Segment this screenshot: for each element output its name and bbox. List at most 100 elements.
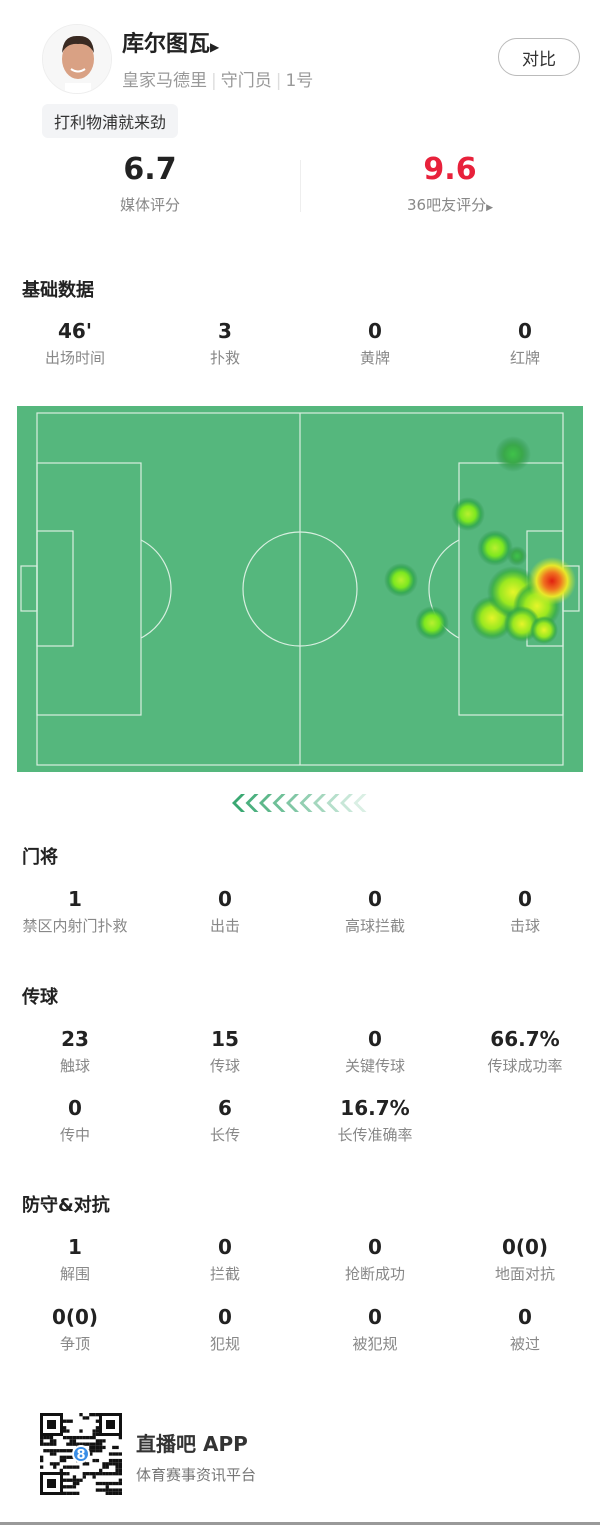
player-info: 皇家马德里 | 守门员 | 1号	[122, 71, 314, 91]
compare-button[interactable]: 对比	[498, 38, 580, 76]
scroll-hint-arrows-icon	[232, 794, 367, 812]
stat-label: 长传准确率	[337, 1126, 413, 1144]
app-tagline: 体育赛事资讯平台	[136, 1466, 257, 1484]
stat-label: 扑救	[209, 349, 240, 367]
stat-label: 红牌	[509, 349, 540, 367]
qr-code: 8	[40, 1413, 123, 1496]
media-rating-label: 媒体评分	[119, 196, 180, 214]
stat-label: 解围	[59, 1265, 90, 1283]
stat-item: 0 红牌	[450, 319, 600, 368]
stat-item: 46' 出场时间	[0, 319, 150, 368]
fan-rating[interactable]: 9.6 36吧友评分▶	[300, 152, 600, 215]
stat-item: 0 拦截	[150, 1235, 300, 1284]
stat-item: 0 高球拦截	[300, 887, 450, 936]
stat-label: 传中	[59, 1126, 90, 1144]
rating-divider	[300, 160, 301, 212]
stat-item: 16.7% 长传准确率	[300, 1096, 450, 1145]
position: 守门员	[220, 71, 272, 91]
stat-item: 0(0) 争顶	[0, 1305, 150, 1354]
stat-label: 传球	[209, 1057, 240, 1075]
stat-label: 高球拦截	[344, 917, 405, 935]
stat-value: 16.7%	[340, 1096, 410, 1120]
stat-label: 地面对抗	[494, 1265, 555, 1283]
fan-rating-label: 36吧友评分	[406, 196, 487, 214]
qr-badge: 8	[72, 1445, 90, 1463]
chevron-left-icon	[245, 794, 259, 812]
triangle-right-icon: ▶	[210, 40, 220, 54]
stat-label: 黄牌	[359, 349, 390, 367]
heat-blob	[384, 563, 418, 597]
stat-value: 66.7%	[490, 1027, 560, 1051]
stat-value: 0	[368, 1027, 382, 1051]
section-title: 门将	[22, 847, 58, 868]
stat-value: 0	[68, 1096, 82, 1120]
heat-blob	[530, 616, 558, 644]
stat-item: 0(0) 地面对抗	[450, 1235, 600, 1284]
player-name-link[interactable]: 库尔图瓦▶	[122, 26, 219, 58]
stat-item: 0 击球	[450, 887, 600, 936]
heat-blob	[477, 530, 513, 566]
heatmap-blobs	[384, 436, 576, 644]
stat-label: 关键传球	[344, 1057, 405, 1075]
section-title: 基础数据	[22, 280, 94, 301]
shirt-number: 1号	[285, 71, 314, 91]
stat-label: 被犯规	[352, 1335, 398, 1353]
fan-rating-label-wrap: 36吧友评分▶	[300, 194, 600, 215]
stat-item: 23 触球	[0, 1027, 150, 1076]
app-name: 直播吧 APP	[136, 1432, 248, 1456]
media-rating-value: 6.7	[123, 152, 177, 187]
chevron-left-icon	[272, 794, 286, 812]
stat-value: 0	[518, 887, 532, 911]
stat-item: 0 传中	[0, 1096, 150, 1145]
chevron-left-icon	[259, 794, 272, 812]
stat-label: 禁区内射门扑救	[22, 917, 128, 935]
chevron-left-icon	[299, 794, 313, 812]
stat-item: 3 扑救	[150, 319, 300, 368]
chevron-left-icon	[340, 794, 353, 812]
stat-value: 0	[368, 319, 382, 343]
stat-item: 66.7% 传球成功率	[450, 1027, 600, 1076]
stat-item: 0 出击	[150, 887, 300, 936]
stat-label: 拦截	[209, 1265, 240, 1283]
heat-blob	[528, 557, 576, 605]
chevron-left-icon	[286, 794, 299, 812]
chevron-left-icon	[232, 794, 245, 812]
heat-blob	[495, 436, 531, 472]
stat-label: 长传	[209, 1126, 240, 1144]
stat-value: 0	[518, 1305, 532, 1329]
media-rating: 6.7 媒体评分	[0, 152, 300, 215]
stat-item: 0 犯规	[150, 1305, 300, 1354]
section-title: 传球	[22, 987, 58, 1008]
stat-item: 0 关键传球	[300, 1027, 450, 1076]
stat-label: 触球	[59, 1057, 90, 1075]
stat-value: 0(0)	[51, 1305, 99, 1329]
team-name: 皇家马德里	[122, 71, 207, 91]
stat-value: 0(0)	[501, 1235, 549, 1259]
stat-value: 0	[218, 887, 232, 911]
stat-item: 0 抢断成功	[300, 1235, 450, 1284]
chevron-left-icon	[353, 794, 367, 812]
stat-item: 1 解围	[0, 1235, 150, 1284]
heatmap-pitch	[17, 406, 583, 772]
stat-label: 争顶	[59, 1335, 90, 1353]
stat-item: 1 禁区内射门扑救	[0, 887, 150, 936]
stat-item: 15 传球	[150, 1027, 300, 1076]
stat-value: 0	[368, 1235, 382, 1259]
fan-rating-value: 9.6	[423, 152, 477, 187]
stat-item: 0 被犯规	[300, 1305, 450, 1354]
section-title: 防守&对抗	[22, 1195, 110, 1216]
stat-value: 23	[61, 1027, 89, 1051]
stat-value: 15	[211, 1027, 239, 1051]
stat-value: 1	[68, 887, 82, 911]
heat-blob	[507, 546, 527, 566]
stat-label: 犯规	[209, 1335, 240, 1353]
stat-item: 6 长传	[150, 1096, 300, 1145]
stat-value: 0	[218, 1305, 232, 1329]
stat-label: 击球	[509, 917, 540, 935]
stat-value: 6	[218, 1096, 232, 1120]
stat-item: 0 黄牌	[300, 319, 450, 368]
bottom-divider	[0, 1522, 600, 1525]
stat-value: 46'	[58, 319, 92, 343]
chevron-left-icon	[313, 794, 326, 812]
stat-value: 0	[368, 887, 382, 911]
